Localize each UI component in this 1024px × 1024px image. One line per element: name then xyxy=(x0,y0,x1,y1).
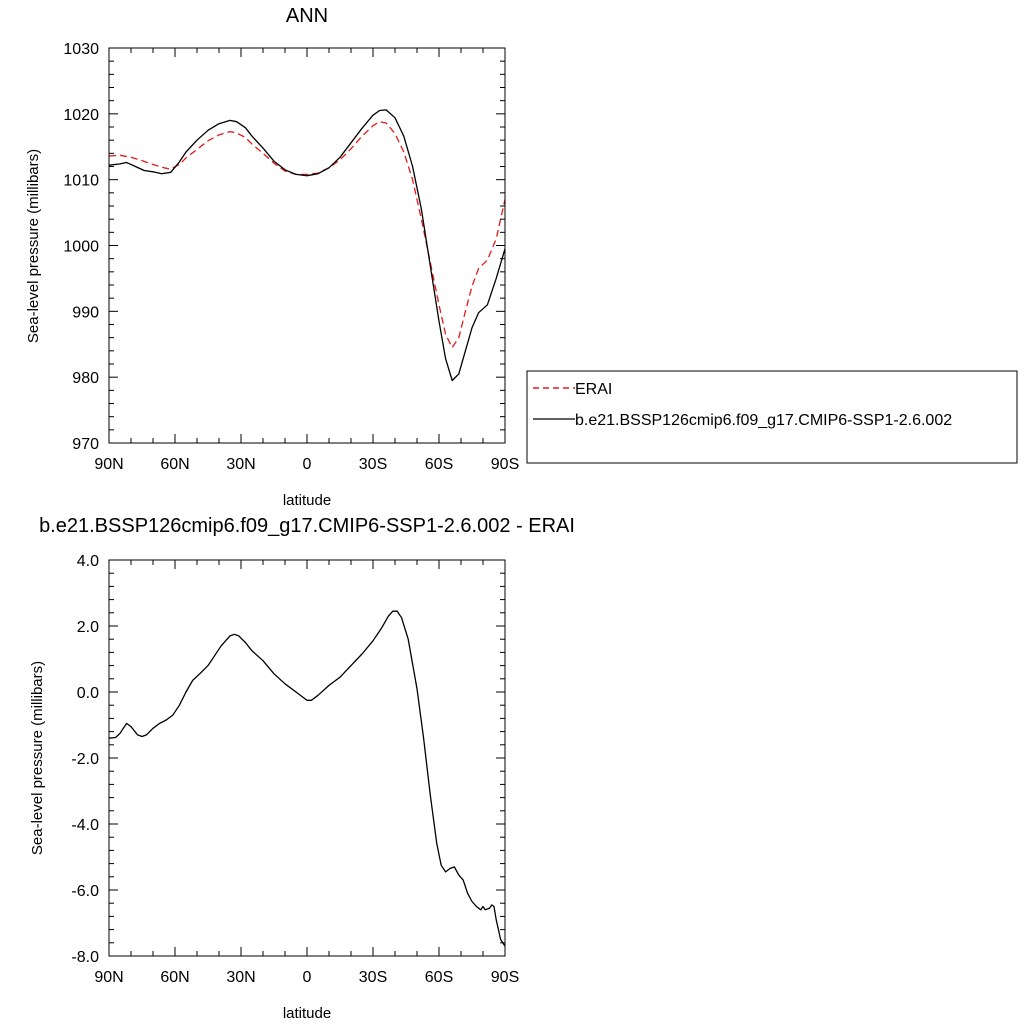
x-tick-label: 60N xyxy=(160,969,189,986)
x-tick-label: 60S xyxy=(425,456,453,473)
top-chart: ANN Sea-level pressure (millibars) latit… xyxy=(25,5,519,509)
y-tick-label: 0.0 xyxy=(77,685,99,702)
plot-frame xyxy=(108,559,506,957)
x-tick-label: 90N xyxy=(94,969,123,986)
y-tick-label: 2.0 xyxy=(77,619,99,636)
y-tick-label: -8.0 xyxy=(71,949,99,966)
x-tick-label: 0 xyxy=(303,969,312,986)
series-line-0 xyxy=(108,121,506,349)
series-line-0 xyxy=(108,610,506,947)
y-axis-label: Sea-level pressure (millibars) xyxy=(29,661,46,855)
y-tick-label: 1000 xyxy=(63,239,99,256)
legend-box xyxy=(526,370,1018,464)
x-axis-label: latitude xyxy=(283,1005,331,1022)
legend-label-model: b.e21.BSSP126cmip6.f09_g17.CMIP6-SSP1-2.… xyxy=(575,412,952,429)
y-tick-label: 4.0 xyxy=(77,553,99,570)
series-layer xyxy=(108,610,506,947)
y-tick-label: 980 xyxy=(72,370,99,387)
plot-frame xyxy=(108,47,506,444)
y-tick-label: -2.0 xyxy=(71,751,99,768)
tick-layer: 90N 60N 30N 0 30S 60S 90S 970 980 990 1000 1010 1020… xyxy=(63,41,519,473)
x-tick-label: 30S xyxy=(359,456,387,473)
y-tick-label: 990 xyxy=(72,304,99,321)
y-axis-label: Sea-level pressure (millibars) xyxy=(25,149,42,343)
y-tick-label: 1010 xyxy=(63,173,99,190)
y-tick-label: 970 xyxy=(72,436,99,453)
legend: ERAI b.e21.BSSP126cmip6.f09_g17.CMIP6-SS… xyxy=(526,370,1018,464)
y-tick-label: -6.0 xyxy=(71,883,99,900)
x-tick-label: 30S xyxy=(359,969,387,986)
x-tick-label: 90S xyxy=(491,969,519,986)
x-tick-label: 60S xyxy=(425,969,453,986)
y-tick-label: -4.0 xyxy=(71,817,99,834)
y-tick-label: 1020 xyxy=(63,107,99,124)
y-tick-label: 1030 xyxy=(63,41,99,58)
series-line-1 xyxy=(108,109,506,382)
x-tick-label: 90S xyxy=(491,456,519,473)
series-layer xyxy=(108,109,506,382)
x-tick-label: 30N xyxy=(226,969,255,986)
x-tick-label: 0 xyxy=(303,456,312,473)
legend-label-erai: ERAI xyxy=(575,381,612,398)
bottom-chart: b.e21.BSSP126cmip6.f09_g17.CMIP6-SSP1-2.… xyxy=(29,515,575,1022)
x-tick-label: 90N xyxy=(94,456,123,473)
chart-title: ANN xyxy=(286,5,328,27)
x-tick-label: 30N xyxy=(226,456,255,473)
chart-title: b.e21.BSSP126cmip6.f09_g17.CMIP6-SSP1-2.… xyxy=(39,515,575,537)
x-axis-label: latitude xyxy=(283,492,331,509)
tick-layer: 90N 60N 30N 0 30S 60S 90S -8.0 -6.0 -4.0 -2.0 0.0 2.… xyxy=(71,553,519,986)
x-tick-label: 60N xyxy=(160,456,189,473)
